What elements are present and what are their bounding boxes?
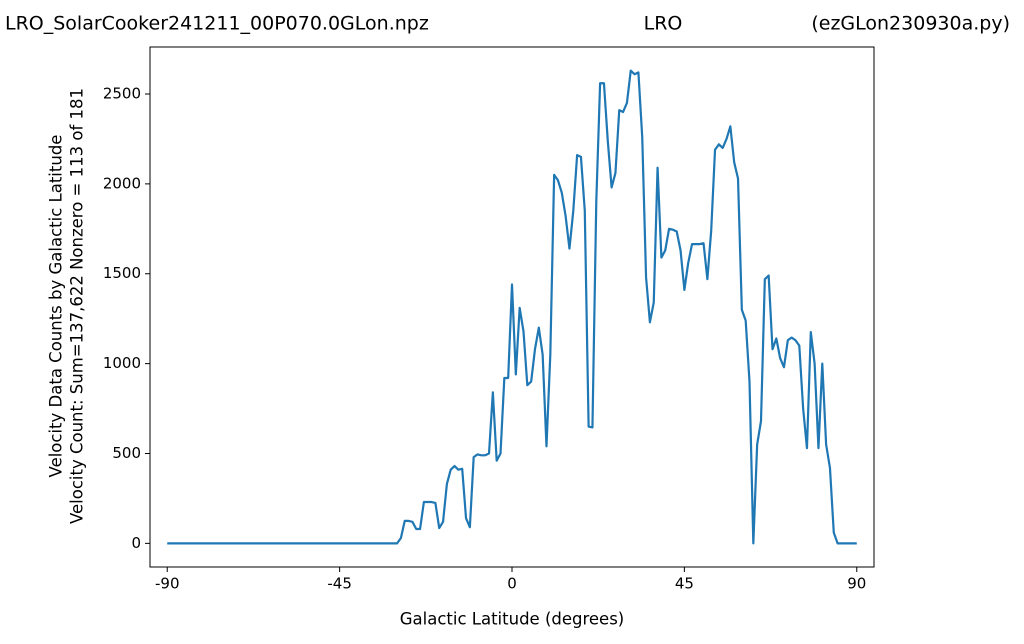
y-tick-label: 2500 bbox=[103, 85, 141, 103]
y-tick-label: 2000 bbox=[103, 174, 141, 192]
title-left: LRO_SolarCooker241211_00P070.0GLon.npz bbox=[5, 13, 429, 35]
y-tick-label: 1500 bbox=[103, 264, 141, 282]
y-axis-label: Velocity Data Counts by Galactic Latitud… bbox=[47, 135, 66, 478]
x-tick-label: 45 bbox=[675, 575, 694, 593]
y-tick-label: 0 bbox=[131, 534, 141, 552]
title-right: (ezGLon230930a.py) bbox=[811, 13, 1010, 35]
x-tick-label: -90 bbox=[155, 575, 180, 593]
y-tick-label: 500 bbox=[112, 444, 141, 462]
y-axis-label: Velocity Count: Sum=137,622 Nonzero = 11… bbox=[68, 88, 87, 524]
title-center: LRO bbox=[644, 13, 683, 35]
y-tick-label: 1000 bbox=[103, 354, 141, 372]
x-tick-label: 90 bbox=[847, 575, 866, 593]
x-axis-label: Galactic Latitude (degrees) bbox=[400, 610, 624, 629]
data-line bbox=[167, 69, 857, 545]
x-tick-label: 0 bbox=[507, 575, 517, 593]
x-tick-label: -45 bbox=[327, 575, 352, 593]
